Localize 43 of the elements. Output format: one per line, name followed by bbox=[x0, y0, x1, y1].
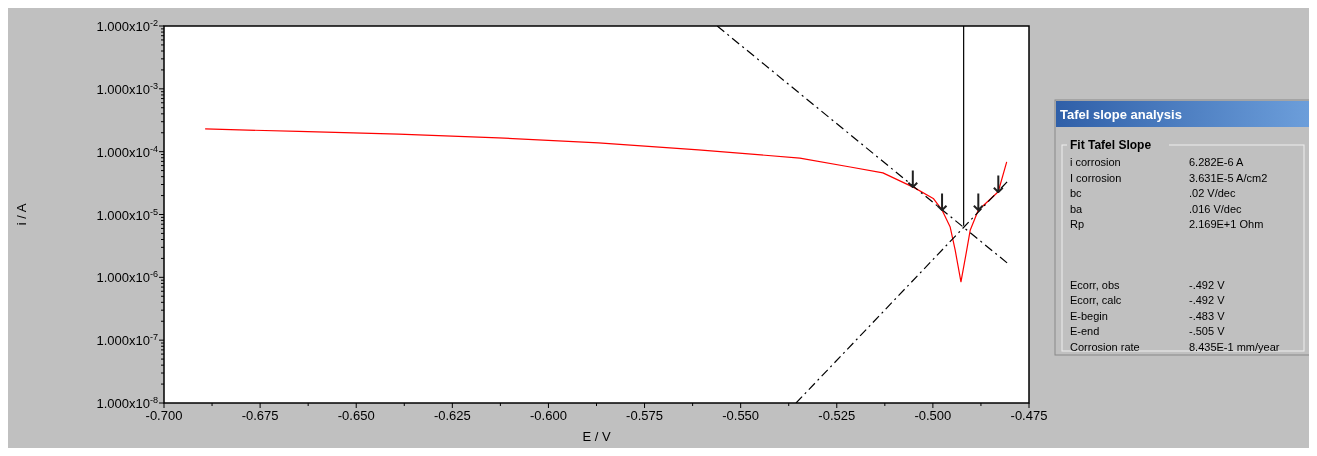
x-tick-label: -0.675 bbox=[241, 408, 279, 423]
y-tick-label: 1.000x10$^{-7}$ bbox=[96, 332, 158, 349]
y-tick-label: 1.000x10$^{-6}$ bbox=[96, 269, 158, 286]
annotation: ↓ bbox=[968, 189, 989, 218]
text: Ecorr, calc bbox=[1070, 294, 1122, 306]
text: ba bbox=[1070, 202, 1084, 215]
text: Ecorr, obs bbox=[1070, 278, 1121, 291]
y-tick-label: 1.000x10$^{-3}$ bbox=[96, 80, 158, 97]
x-tick-label: -0.550 bbox=[722, 408, 760, 423]
text: -.492 V bbox=[1189, 294, 1226, 306]
text: E-begin bbox=[1070, 309, 1108, 322]
x-tick-label: -0.575 bbox=[626, 408, 663, 423]
text: 2.169E+1 Ohm bbox=[1189, 218, 1264, 230]
line-series bbox=[204, 128, 1008, 283]
x-tick-label: -0.700 bbox=[145, 408, 183, 423]
text: bc bbox=[1070, 187, 1083, 199]
text: Corrosion rate bbox=[1070, 340, 1140, 353]
text: E-end bbox=[1070, 325, 1100, 337]
text: .02 V/dec bbox=[1189, 187, 1236, 199]
text: 3.631E-5 A/cm2 bbox=[1189, 171, 1268, 184]
x-tick-label: -0.500 bbox=[914, 408, 952, 423]
text: Tafel slope analysis bbox=[1060, 107, 1182, 122]
x-tick-label: -0.625 bbox=[433, 408, 471, 423]
text: Fit Tafel Slope bbox=[1070, 138, 1152, 152]
text: 6.282E-6 A bbox=[1189, 156, 1245, 168]
text: 8.435E-1 mm/year bbox=[1189, 340, 1280, 353]
x-tick-label: -0.650 bbox=[337, 408, 375, 423]
y-tick-label: 1.000x10$^{-8}$ bbox=[96, 395, 158, 411]
text: .016 V/dec bbox=[1189, 202, 1243, 215]
y-tick-label: 1.000x10$^{-2}$ bbox=[96, 18, 158, 34]
x-axis-title: E / V bbox=[582, 429, 611, 444]
x-tick-label: -0.600 bbox=[530, 408, 567, 423]
text: I corrosion bbox=[1070, 171, 1122, 184]
text: -.505 V bbox=[1189, 325, 1226, 337]
y-axis-title: i / A bbox=[14, 203, 29, 226]
x-tick-label: -0.525 bbox=[818, 408, 856, 423]
text: i corrosion bbox=[1070, 156, 1121, 168]
text: -.492 V bbox=[1189, 278, 1226, 291]
text: -.483 V bbox=[1189, 309, 1226, 322]
text: Rp bbox=[1070, 218, 1085, 230]
x-tick-label: -0.475 bbox=[1010, 408, 1048, 423]
y-tick-label: 1.000x10$^{-5}$ bbox=[96, 206, 158, 223]
y-tick-label: 1.000x10$^{-4}$ bbox=[96, 143, 158, 160]
